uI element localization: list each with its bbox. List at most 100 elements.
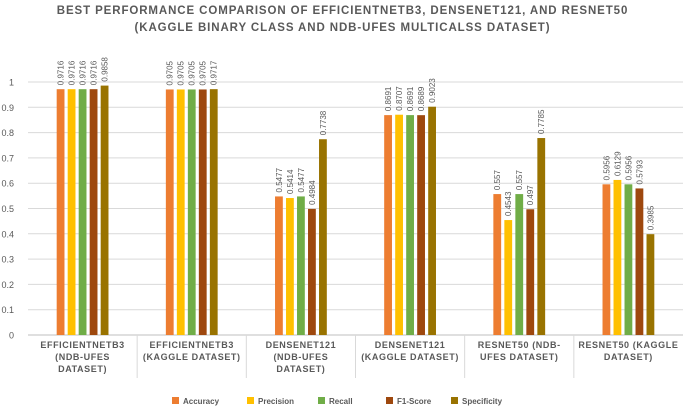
bar-f1-score	[635, 188, 644, 335]
y-tick-label: 1	[9, 78, 14, 88]
legend-label: Recall	[329, 397, 353, 406]
data-label: 0.9705	[188, 60, 197, 85]
data-label: 0.8691	[384, 86, 393, 111]
data-label: 0.5793	[635, 159, 644, 184]
y-tick-label: 0.8	[1, 128, 14, 138]
bar-precision	[176, 89, 185, 335]
data-label: 0.8689	[417, 86, 426, 111]
bar-f1-score	[89, 89, 98, 335]
data-label: 0.5956	[624, 155, 633, 180]
bar-accuracy	[384, 115, 392, 335]
chart-title-line1: BEST PERFORMANCE COMPARISON OF EFFICIENT…	[57, 5, 629, 17]
data-label: 0.497	[526, 185, 535, 206]
x-tick-label: RESNET50 (KAGGLE	[578, 340, 678, 350]
x-tick-label: (KAGGLE DATASET)	[361, 352, 459, 362]
bar-precision	[67, 89, 76, 335]
bar-recall	[297, 196, 305, 335]
chart-title-line2: (KAGGLE BINARY CLASS AND NDB-UFES MULTIC…	[135, 22, 551, 34]
y-axis-ticks: 0 0.1 0.2 0.3 0.4 0.5 0.6 0.7 0.8 0.9 1	[1, 78, 14, 341]
bar-f1-score	[526, 209, 535, 335]
data-label: 0.9716	[68, 60, 77, 85]
data-label: 0.5477	[297, 167, 306, 192]
data-label: 0.7738	[319, 110, 328, 135]
data-label: 0.9716	[57, 60, 66, 85]
y-tick-label: 0.4	[1, 229, 14, 239]
x-tick-label: UFES DATASET)	[480, 352, 558, 362]
data-label: 0.9705	[166, 60, 175, 85]
data-label: 0.9716	[79, 60, 88, 85]
legend-swatch-accuracy	[172, 397, 179, 404]
x-axis-labels: EFFICIENTNETB3 (NDB-UFES DATASET) EFFICIENT…	[40, 340, 678, 374]
data-label: 0.9705	[177, 60, 186, 85]
bar-f1-score	[198, 89, 207, 335]
legend-swatch-f1-score	[386, 397, 393, 404]
bar-accuracy	[602, 184, 611, 335]
bar-precision	[286, 198, 294, 335]
x-tick-label: (NDB-UFES	[273, 352, 328, 362]
bar-accuracy	[275, 196, 283, 335]
y-tick-label: 0.3	[1, 255, 14, 265]
data-label: 0.8707	[395, 86, 404, 111]
bar-precision	[504, 220, 513, 335]
x-tick-label: (NDB-UFES	[55, 352, 110, 362]
bar-specificity	[428, 106, 436, 335]
legend-label: Specificity	[462, 397, 503, 406]
bar-f1-score	[417, 115, 425, 335]
data-label: 0.5477	[275, 167, 284, 192]
data-label: 0.7785	[537, 109, 546, 134]
bar-accuracy	[493, 194, 502, 335]
x-tick-label: DENSENET121	[266, 340, 337, 350]
legend-label: Accuracy	[183, 397, 220, 406]
y-tick-label: 0	[9, 331, 14, 341]
bar-precision	[613, 179, 622, 335]
y-tick-label: 0.7	[1, 153, 14, 163]
x-tick-label: DATASET)	[58, 364, 107, 374]
x-tick-label: (KAGGLE DATASET)	[143, 352, 241, 362]
bar-recall	[624, 184, 633, 335]
data-label: 0.557	[515, 170, 524, 191]
bar-f1-score	[308, 208, 316, 335]
data-label: 0.9858	[101, 57, 110, 82]
x-tick-label: EFFICIENTNETB3	[40, 340, 124, 350]
data-labels: 0.9716 0.9705 0.5477 0.8691 0.557 0.5956 0.971…	[57, 57, 656, 231]
gridlines	[28, 81, 683, 336]
data-label: 0.557	[493, 170, 502, 191]
legend-label: F1-Score	[397, 397, 432, 406]
legend-label: Precision	[258, 397, 294, 406]
bar-specificity	[100, 85, 109, 336]
y-tick-label: 0.9	[1, 103, 14, 113]
x-tick-label: DATASET)	[276, 364, 325, 374]
x-tick-label: RESNET50 (NDB-	[478, 340, 561, 350]
data-label: 0.5956	[602, 155, 611, 180]
bar-specificity	[209, 89, 218, 335]
bar-recall	[78, 89, 87, 335]
bar-recall	[406, 115, 414, 335]
bar-specificity	[319, 139, 327, 335]
category-separators	[136, 335, 575, 378]
data-label: 0.6129	[613, 151, 622, 176]
data-label: 0.4984	[308, 180, 317, 205]
bar-accuracy	[165, 89, 174, 335]
bar-recall	[187, 89, 196, 335]
bar-recall	[515, 194, 524, 335]
data-label: 0.9705	[199, 60, 208, 85]
data-label: 0.3985	[646, 205, 655, 230]
data-label: 0.4543	[504, 191, 513, 216]
y-tick-label: 0.2	[1, 280, 14, 290]
bar-specificity	[646, 234, 655, 335]
y-tick-label: 0.5	[1, 204, 14, 214]
data-label: 0.9023	[428, 78, 437, 103]
legend-swatch-precision	[247, 397, 254, 404]
x-tick-label: DATASET)	[604, 352, 653, 362]
legend: Accuracy Precision Recall F1-Score Specifici…	[172, 397, 503, 406]
data-label: 0.9717	[210, 60, 219, 85]
data-label: 0.5414	[286, 169, 295, 194]
bar-precision	[395, 114, 403, 336]
data-label: 0.9716	[90, 60, 99, 85]
bar-specificity	[537, 138, 546, 335]
y-tick-label: 0.6	[1, 179, 14, 189]
legend-swatch-specificity	[451, 397, 458, 404]
data-label: 0.8691	[406, 86, 415, 111]
